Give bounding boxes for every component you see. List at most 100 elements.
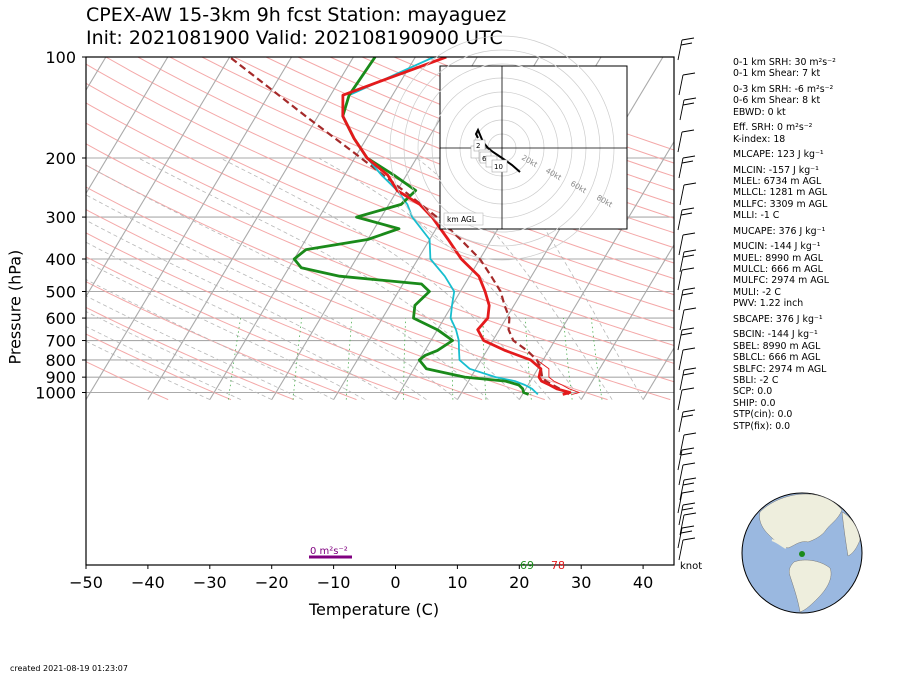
station-marker xyxy=(799,551,805,557)
moist-adiabat xyxy=(86,340,210,400)
wind-barb-flag xyxy=(683,97,697,101)
wind-barb-flag xyxy=(681,327,695,331)
index-mlcin: MLCIN: -157 J kg⁻¹ xyxy=(733,164,819,176)
hodograph-height-box xyxy=(491,159,508,173)
surface-temperature-label: 78 xyxy=(551,559,565,572)
wind-barb-flag xyxy=(683,432,697,436)
wind-barb-flag xyxy=(683,249,697,253)
isotherm-gridline xyxy=(86,57,231,298)
x-tick-label: −40 xyxy=(131,573,165,592)
wind-barb-flag xyxy=(681,447,695,451)
x-tick-label: −20 xyxy=(255,573,289,592)
moist-adiabat xyxy=(86,261,365,400)
moist-adiabat xyxy=(86,295,303,400)
wind-barb-staff xyxy=(677,449,683,471)
wind-barb-flag xyxy=(682,254,695,258)
wind-barb-flag xyxy=(681,490,695,494)
wind-barb-flag xyxy=(682,502,696,506)
y-tick-label: 500 xyxy=(45,283,76,302)
index-pwv: PWV: 1.22 inch xyxy=(733,298,804,310)
moist-adiabat xyxy=(495,157,644,400)
wind-barb-staff xyxy=(677,329,683,351)
isotherm-gridline xyxy=(209,57,416,400)
wind-barb-flag xyxy=(683,477,697,481)
index-mllfc: MLLFC: 3309 m AGL xyxy=(733,198,828,210)
index-sbcin: SBCIN: -144 J kg⁻¹ xyxy=(733,329,818,341)
y-tick-label: 900 xyxy=(45,368,76,387)
index-sblcl: SBLCL: 666 m AGL xyxy=(733,352,821,364)
chart-title-line2: Init: 2021081900 Valid: 202108190900 UTC xyxy=(86,27,503,49)
dry-adiabat xyxy=(86,232,483,401)
dry-adiabat xyxy=(86,333,232,401)
x-tick-label: 10 xyxy=(447,573,467,592)
y-tick-label: 700 xyxy=(45,332,76,351)
wind-barb-staff xyxy=(679,309,685,331)
wind-unit-label: knot xyxy=(680,561,702,572)
index-mlli: MLLI: -1 C xyxy=(733,210,780,222)
index-mllcl: MLLCL: 1281 m AGL xyxy=(733,187,828,199)
wind-barb-staff xyxy=(677,209,683,231)
isotherm-gridline xyxy=(580,243,674,400)
sounding-indices-panel: 0-1 km SRH: 30 m²s⁻² 0-1 km Shear: 7 kt … xyxy=(733,57,836,432)
wind-barb-flag xyxy=(682,462,696,466)
chart-title-line1: CPEX-AW 15-3km 9h fcst Station: mayaguez xyxy=(86,4,507,26)
wind-barb-flag xyxy=(682,232,696,236)
wind-barb-flag xyxy=(681,160,694,164)
wind-barb-flag xyxy=(682,102,695,106)
index-sbel: SBEL: 8990 m AGL xyxy=(733,340,821,352)
x-tick-label: 0 xyxy=(390,573,400,592)
wind-barb-staff xyxy=(677,492,683,514)
wind-barb-staff xyxy=(678,157,684,179)
index-mulcl: MULCL: 666 m AGL xyxy=(733,264,823,275)
wind-barb-staff xyxy=(678,74,684,96)
index-k-index: K-index: 18 xyxy=(733,133,786,145)
wind-barb-staff xyxy=(678,411,684,433)
dry-adiabat xyxy=(86,63,674,312)
wind-barb-flag xyxy=(681,414,694,418)
location-globe xyxy=(741,492,863,614)
dry-adiabat xyxy=(86,143,674,383)
index-eff-srh: Eff. SRH: 0 m²s⁻² xyxy=(733,122,813,134)
wind-barb-flag xyxy=(680,332,693,336)
x-axis-label: Temperature (C) xyxy=(309,600,440,619)
isotherm-gridline xyxy=(147,57,354,400)
wind-barb-flag xyxy=(681,207,695,211)
wind-barb-flag xyxy=(682,347,696,351)
created-timestamp: created 2021-08-19 01:23:07 xyxy=(10,664,128,673)
wind-barb-flag xyxy=(683,307,697,311)
axis-layer: −50 −40 −30 −20 −10 0 10 20 30 40 100 200 300 400 500 6… xyxy=(35,48,653,592)
globe-central-america xyxy=(771,539,787,549)
wind-barb-staff xyxy=(677,131,683,153)
x-tick-label: 20 xyxy=(509,573,529,592)
wind-barb-staff xyxy=(678,349,684,371)
hodograph-height-6: 6 xyxy=(482,155,487,163)
dry-adiabat xyxy=(297,57,674,205)
dry-adiabat xyxy=(86,82,674,329)
plot-frame xyxy=(85,56,675,566)
y-tick-label: 200 xyxy=(45,149,76,168)
x-tick-label: −10 xyxy=(317,573,351,592)
wind-barb-flag xyxy=(681,525,695,529)
wind-barb-staff xyxy=(677,269,683,291)
wind-barb-staff xyxy=(677,39,683,61)
hodograph-unit-box xyxy=(443,212,484,226)
wind-barb-staff xyxy=(678,289,684,311)
mixing-ratio-line xyxy=(451,318,454,400)
isotherm-gridline xyxy=(86,57,293,400)
wind-barb-flag xyxy=(681,37,695,41)
wind-barb-staff xyxy=(679,251,685,273)
wind-barb-staff xyxy=(678,539,684,561)
wind-barb-staff xyxy=(679,369,685,391)
index-muli: MULI: -2 C xyxy=(733,286,781,298)
mixing-ratio-line xyxy=(482,318,487,400)
index-mlcape: MLCAPE: 123 J kg⁻¹ xyxy=(733,149,824,161)
moist-adiabat xyxy=(86,311,272,400)
index-ship: SHIP: 0.0 xyxy=(733,397,776,409)
moist-adiabat xyxy=(86,326,241,400)
wind-barb-flag xyxy=(681,292,694,296)
index-mlel: MLEL: 6734 m AGL xyxy=(733,175,822,187)
dry-adiabat xyxy=(86,102,674,346)
dry-adiabat xyxy=(137,57,674,280)
wind-barb-flag xyxy=(680,212,693,216)
index-sbcape: SBCAPE: 376 J kg⁻¹ xyxy=(733,313,823,325)
